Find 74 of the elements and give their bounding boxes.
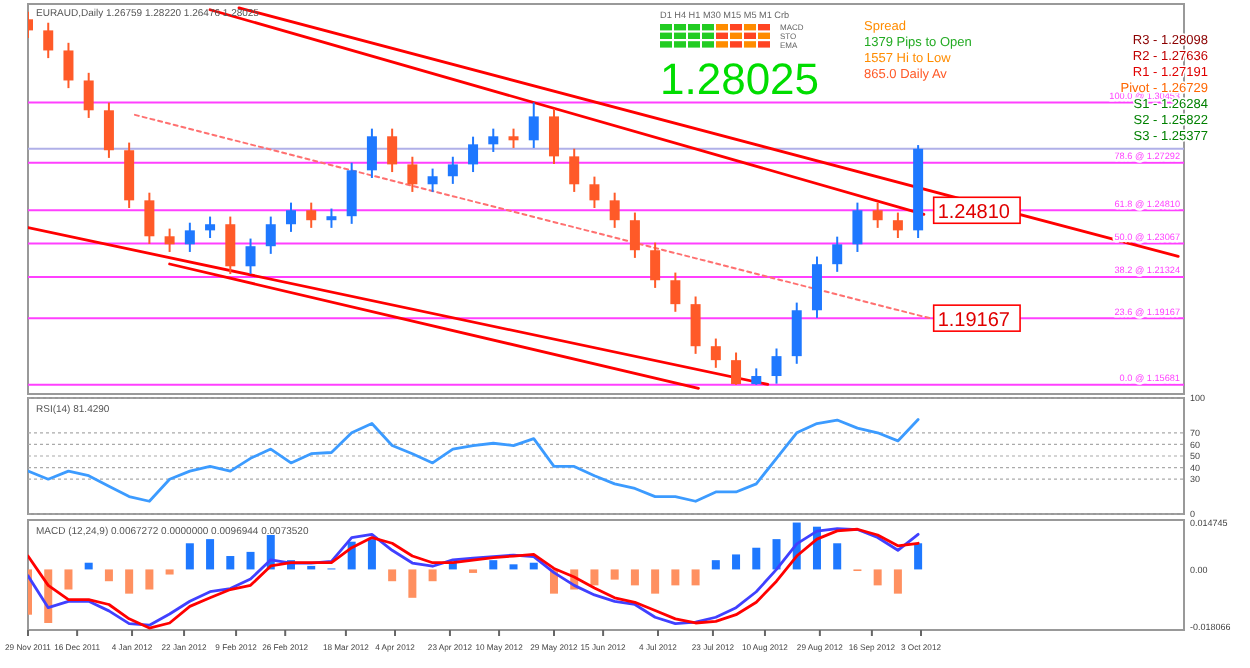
candlestick: [488, 127, 499, 153]
candlestick: [407, 155, 418, 193]
bar: [428, 569, 437, 582]
bar: [833, 543, 842, 570]
candlestick: [650, 241, 661, 289]
bar: [873, 569, 882, 586]
bar: [64, 569, 73, 590]
candlestick: [791, 301, 802, 365]
candlestick: [144, 191, 155, 245]
bar: [772, 539, 781, 570]
candlestick: [63, 41, 74, 90]
bar: [104, 569, 113, 582]
candlestick: [427, 167, 438, 193]
bar: [732, 554, 741, 570]
bar: [206, 539, 215, 570]
annotation: 1.19167: [937, 310, 1011, 333]
candlestick: [326, 207, 337, 229]
candlestick: [103, 101, 114, 159]
candlestick: [569, 147, 580, 193]
candlestick: [528, 101, 539, 149]
bar: [408, 569, 417, 598]
candlestick: [771, 347, 782, 385]
candlestick: [164, 227, 175, 253]
bar: [388, 569, 397, 582]
candlestick: [447, 155, 458, 185]
candlestick: [245, 237, 256, 275]
candlestick: [205, 215, 216, 239]
bar: [711, 560, 720, 570]
candlestick: [366, 127, 377, 179]
candlestick: [225, 215, 236, 275]
bar: [610, 569, 619, 580]
bar: [226, 556, 235, 570]
bar: [185, 543, 194, 570]
candlestick: [83, 71, 94, 119]
candlestick: [710, 337, 721, 369]
bar: [509, 564, 518, 570]
annotation: 1.24810: [937, 202, 1011, 225]
bar: [145, 569, 154, 590]
candlestick: [609, 191, 620, 229]
line-series: [28, 418, 920, 503]
bar: [165, 569, 174, 575]
candlestick: [265, 215, 276, 255]
bar: [489, 560, 498, 570]
candlestick: [508, 127, 519, 149]
bar: [630, 569, 639, 586]
bar: [893, 569, 902, 594]
candlestick: [306, 201, 317, 229]
bar: [125, 569, 134, 594]
candlestick: [811, 255, 822, 319]
bar: [671, 569, 680, 586]
candlestick: [690, 295, 701, 355]
candlestick: [892, 211, 903, 239]
candlestick: [184, 221, 195, 253]
annotation: 1.28025: [660, 54, 820, 104]
bar: [246, 551, 255, 570]
candlestick: [852, 201, 863, 253]
candlestick: [285, 201, 296, 233]
bar: [691, 569, 700, 586]
candlestick: [548, 107, 559, 166]
candlestick: [468, 135, 479, 174]
candlestick: [629, 211, 640, 259]
bar: [367, 539, 376, 570]
bar: [590, 569, 599, 586]
bar: [914, 543, 923, 570]
candlestick: [346, 161, 357, 225]
bar: [651, 569, 660, 594]
bar: [752, 547, 761, 570]
candlestick: [731, 351, 742, 386]
candlestick: [43, 21, 54, 60]
candlestick: [670, 271, 681, 313]
candlestick: [387, 127, 398, 174]
candlestick: [832, 235, 843, 273]
candlestick: [589, 175, 600, 209]
candlestick: [872, 201, 883, 229]
